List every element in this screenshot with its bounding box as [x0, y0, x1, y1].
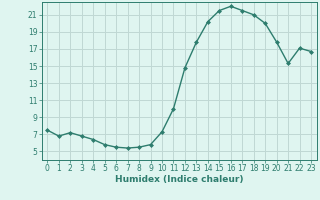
X-axis label: Humidex (Indice chaleur): Humidex (Indice chaleur): [115, 175, 244, 184]
